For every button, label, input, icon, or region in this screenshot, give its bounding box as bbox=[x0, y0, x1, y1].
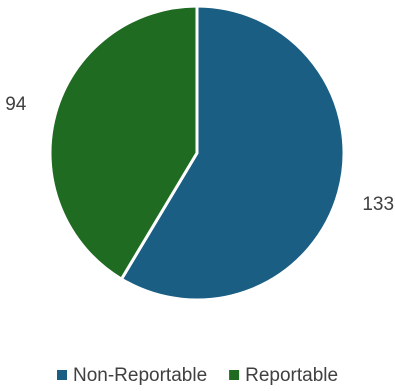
legend-item-reportable: Reportable bbox=[229, 365, 338, 386]
pie-data-labels: 133 94 bbox=[5, 94, 394, 215]
data-label-non-reportable: 133 bbox=[362, 194, 394, 215]
chart-legend: Non-Reportable Reportable bbox=[57, 365, 338, 386]
pie-slices bbox=[48, 4, 346, 302]
data-label-reportable: 94 bbox=[5, 94, 27, 115]
legend-swatch bbox=[57, 370, 67, 380]
pie-slice-reportable bbox=[48, 4, 199, 281]
legend-label: Reportable bbox=[245, 365, 338, 386]
legend-item-non-reportable: Non-Reportable bbox=[57, 365, 207, 386]
legend-swatch bbox=[229, 370, 240, 380]
legend-label: Non-Reportable bbox=[73, 365, 207, 386]
pie-slice-non-reportable bbox=[119, 4, 346, 302]
